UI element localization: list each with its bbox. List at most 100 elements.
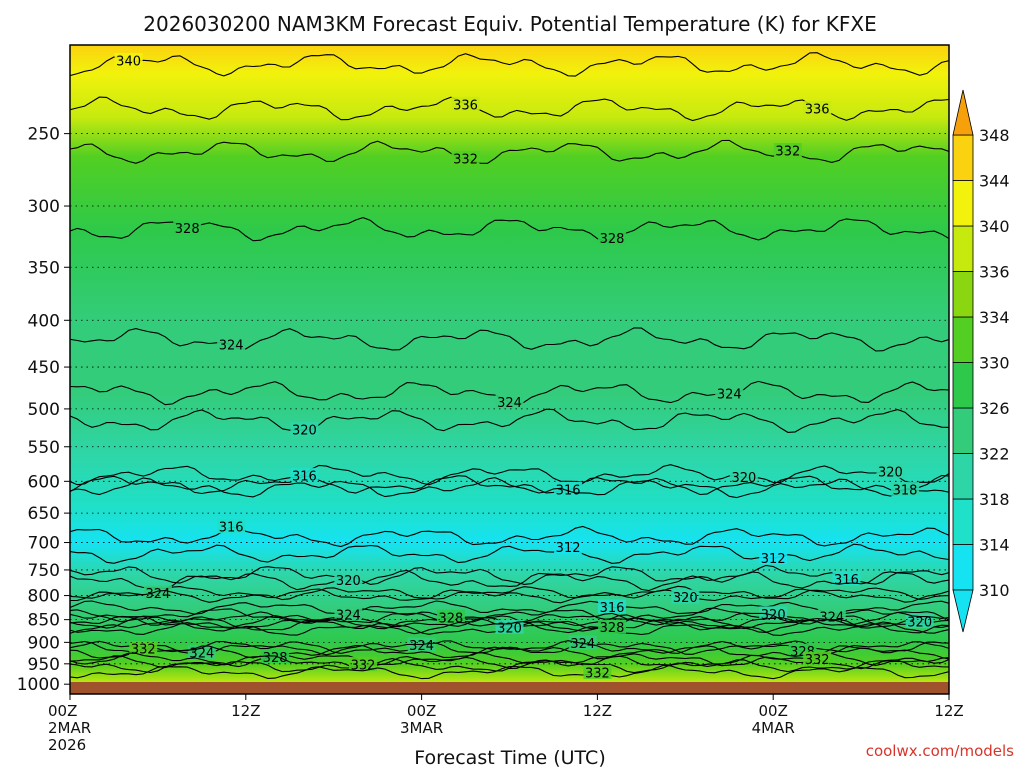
- contour-label-bg: [451, 96, 480, 111]
- plot-frame: [69, 44, 950, 695]
- contour-line-328: [70, 651, 949, 668]
- contour-label: 328: [600, 232, 625, 247]
- colorbar-min-arrow: [952, 589, 974, 633]
- y-tick-label: 350: [28, 258, 60, 278]
- contour-label-bg: [715, 385, 744, 400]
- y-tick-label: 1000: [17, 675, 60, 695]
- contour-line-318: [70, 477, 949, 499]
- contour-label: 324: [819, 611, 844, 626]
- y-tick-label: 600: [28, 472, 60, 492]
- contour-label-bg: [349, 657, 377, 672]
- x-tick-label: 2026: [48, 736, 86, 754]
- contour-label-bg: [832, 571, 861, 586]
- contour-label-bg: [173, 220, 202, 235]
- plot-area: 340 336 336 332 332 328 328 324 324 324 320 320 320 3…: [69, 44, 950, 695]
- contour-label: 324: [219, 338, 244, 353]
- colorbar: 310 314 318 322 326 330 334 336 340 344 348: [952, 89, 1010, 633]
- colorbar-tick-label: 310: [979, 581, 1010, 600]
- colorbar-swatch: [952, 498, 974, 545]
- colorbar-swatch: [952, 134, 974, 181]
- contour-label-bg: [583, 665, 612, 680]
- y-tick-label: 800: [28, 587, 60, 607]
- contour-line-332: [70, 658, 949, 674]
- contour-line-324: [70, 327, 949, 352]
- contour-label-bg: [891, 481, 920, 496]
- colorbar-swatch: [952, 544, 974, 591]
- y-tick-label: 550: [28, 438, 60, 458]
- contour-label: 332: [453, 152, 478, 167]
- contour-lines: 340 336 336 332 332 328 328 324 324 324 320 320 320 3…: [70, 52, 949, 682]
- contour-label-bg: [876, 464, 905, 479]
- x-tick-label: 4MAR: [752, 719, 795, 737]
- contour-label: 318: [893, 483, 918, 498]
- contour-label-bg: [129, 641, 158, 656]
- contour-label: 324: [717, 387, 742, 402]
- colorbar-tick-label: 326: [979, 399, 1010, 418]
- colorbar-tick-label: 314: [979, 536, 1010, 555]
- contour-line-328: [70, 619, 949, 635]
- y-tick-label: 400: [28, 311, 60, 331]
- contour-label: 316: [219, 521, 244, 536]
- y-tick-label: 250: [28, 125, 60, 145]
- x-tick-label: 3MAR: [400, 719, 443, 737]
- contour-label: 328: [175, 222, 200, 237]
- contour-label-bg: [290, 421, 319, 436]
- contour-label: 336: [805, 103, 830, 118]
- contour-label: 328: [600, 621, 625, 636]
- contour-label-bg: [334, 607, 363, 622]
- contour-line-312: [70, 543, 949, 564]
- y-tick-label: 700: [28, 534, 60, 554]
- contour-label-bg: [290, 468, 319, 483]
- y-tick-label: 500: [28, 400, 60, 420]
- contour-label: 328: [438, 611, 463, 626]
- y-tick-label: 300: [28, 197, 60, 217]
- contour-label: 324: [497, 396, 522, 411]
- colorbar-tick-label: 336: [979, 263, 1010, 282]
- x-tick-label: 00Z: [48, 702, 77, 720]
- colorbar-tick-label: 322: [979, 445, 1010, 464]
- colorbar-tick-label: 318: [979, 490, 1010, 509]
- contour-label: 316: [834, 573, 859, 588]
- contour-label-bg: [495, 619, 524, 634]
- contour-label-bg: [759, 606, 788, 621]
- y-tick-label: 850: [28, 611, 60, 631]
- colorbar-tick-label: 334: [979, 308, 1010, 327]
- colorbar-tick-label: 330: [979, 354, 1010, 373]
- colorbar-tick-label: 344: [979, 172, 1010, 191]
- contour-label: 316: [600, 601, 625, 616]
- colorbar-swatch: [952, 271, 974, 318]
- contour-label: 332: [775, 145, 800, 160]
- theta-e-field: [70, 45, 949, 694]
- contour-label-bg: [905, 614, 934, 629]
- colorbar-swatch: [952, 316, 974, 363]
- contour-label-bg: [451, 150, 480, 165]
- contour-line-316: [70, 564, 949, 585]
- contour-label: 312: [556, 541, 581, 556]
- contour-label-bg: [217, 519, 246, 534]
- contour-label: 336: [453, 98, 478, 113]
- colorbar-tick-label: 340: [979, 217, 1010, 236]
- colorbar-max-arrow: [952, 89, 974, 136]
- x-tick-label: 12Z: [583, 702, 612, 720]
- contour-label: 328: [263, 651, 288, 666]
- contour-label-bg: [671, 589, 700, 604]
- contour-label-bg: [803, 101, 832, 116]
- contour-line-332: [70, 645, 949, 660]
- x-tick-label: 00Z: [759, 702, 788, 720]
- contour-label-bg: [114, 52, 143, 67]
- contour-line-332: [70, 664, 949, 680]
- credit-text: coolwx.com/models: [866, 742, 1014, 760]
- contour-label: 316: [292, 470, 317, 485]
- contour-line-328: [70, 217, 949, 242]
- chart-title: 2026030200 NAM3KM Forecast Equiv. Potent…: [143, 12, 876, 36]
- contour-label: 320: [292, 423, 317, 438]
- y-tick-label: 750: [28, 561, 60, 581]
- contour-label-bg: [729, 469, 758, 484]
- contour-label: 320: [907, 616, 932, 631]
- x-tick-label: 12Z: [231, 702, 260, 720]
- colorbar-swatch: [952, 453, 974, 500]
- contour-line-316: [70, 525, 949, 548]
- contour-line-316: [70, 600, 949, 615]
